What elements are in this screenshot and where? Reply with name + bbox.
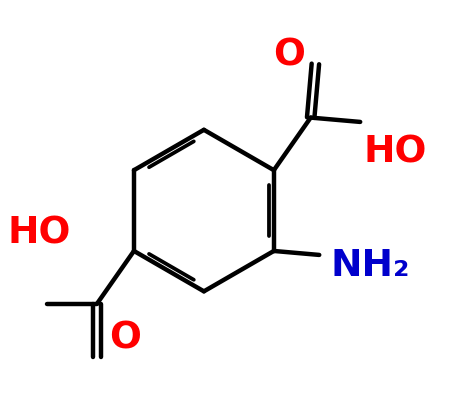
Text: O: O <box>273 37 305 73</box>
Text: NH₂: NH₂ <box>330 249 410 284</box>
Text: HO: HO <box>8 215 71 251</box>
Text: HO: HO <box>363 135 427 171</box>
Text: O: O <box>109 321 141 357</box>
